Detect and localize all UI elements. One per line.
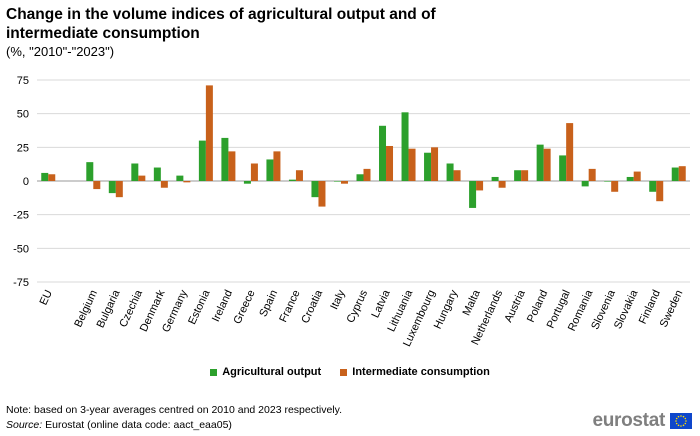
x-tick-label: Latvia (369, 287, 393, 319)
bar-agricultural-output (221, 137, 229, 181)
bar-intermediate-consumption (250, 163, 258, 181)
y-tick-label: 0 (23, 176, 29, 188)
x-tick-label: Poland (525, 288, 550, 324)
eurostat-logo: eurostat (592, 410, 692, 432)
bar-agricultural-output (424, 152, 432, 181)
bar-intermediate-consumption (588, 168, 596, 181)
x-tick-label: France (277, 288, 302, 324)
bar-agricultural-output (604, 181, 612, 182)
bar-agricultural-output (198, 140, 206, 181)
bar-intermediate-consumption (160, 181, 168, 188)
x-tick-label: Spain (257, 288, 280, 319)
bar-intermediate-consumption (273, 151, 281, 181)
source-line: Source: Eurostat (online data code: aact… (6, 419, 232, 431)
bar-agricultural-output (288, 179, 296, 181)
bar-agricultural-output (379, 125, 387, 181)
bar-agricultural-output (153, 167, 161, 181)
logo-text: eurostat (592, 410, 665, 431)
bar-intermediate-consumption (386, 145, 394, 181)
bar-intermediate-consumption (228, 151, 236, 181)
x-tick-label: EU (38, 288, 55, 307)
bar-intermediate-consumption (295, 170, 303, 181)
bar-intermediate-consumption (138, 175, 146, 181)
bar-agricultural-output (491, 176, 499, 181)
legend-swatch (340, 368, 348, 376)
bar-intermediate-consumption (543, 148, 551, 181)
y-tick-label: -25 (13, 210, 29, 222)
y-tick-label: 75 (17, 75, 29, 87)
legend-label: Agricultural output (222, 366, 322, 378)
bar-agricultural-output (266, 159, 274, 181)
bar-agricultural-output (469, 181, 477, 208)
bar-agricultural-output (131, 163, 139, 181)
y-tick-label: 50 (17, 109, 29, 121)
y-tick-label: -75 (13, 277, 29, 289)
bar-agricultural-output (671, 167, 679, 181)
bar-intermediate-consumption (115, 181, 123, 198)
bar-agricultural-output (514, 170, 522, 181)
x-tick-label: Malta (461, 287, 484, 317)
bar-intermediate-consumption (363, 168, 371, 181)
footnote: Note: based on 3-year averages centred o… (6, 404, 343, 416)
bar-intermediate-consumption (453, 170, 461, 181)
bar-agricultural-output (581, 181, 589, 187)
bar-agricultural-output (356, 174, 364, 181)
bar-agricultural-output (41, 172, 49, 181)
bar-intermediate-consumption (498, 181, 506, 188)
bar-agricultural-output (86, 162, 94, 181)
x-tick-label: Ireland (210, 288, 235, 324)
bar-agricultural-output (176, 175, 184, 181)
legend-item-agricultural-output: Agricultural output (210, 366, 321, 378)
legend-label: Intermediate consumption (352, 366, 490, 378)
bar-intermediate-consumption (476, 181, 484, 191)
legend-item-intermediate-consumption: Intermediate consumption (340, 366, 490, 378)
bar-intermediate-consumption (93, 181, 101, 190)
x-tick-label: Croatia (299, 287, 325, 325)
bar-agricultural-output (333, 181, 341, 182)
bar-agricultural-output (649, 181, 657, 192)
chart-title: Change in the volume indices of agricult… (6, 6, 436, 42)
x-tick-label: Cyprus (345, 288, 371, 325)
bar-intermediate-consumption (656, 181, 664, 202)
bar-agricultural-output (401, 112, 409, 181)
bar-intermediate-consumption (633, 171, 641, 181)
y-tick-label: -50 (13, 243, 29, 255)
bar-intermediate-consumption (340, 181, 348, 184)
bar-intermediate-consumption (678, 166, 686, 181)
bar-intermediate-consumption (566, 123, 574, 181)
bar-agricultural-output (536, 144, 544, 181)
bar-agricultural-output (446, 163, 454, 181)
bar-agricultural-output (626, 176, 634, 181)
chart-subtitle: (%, "2010"-"2023") (6, 44, 115, 59)
bar-agricultural-output (559, 155, 567, 181)
eu-flag-icon (670, 413, 692, 429)
x-tick-label: Estonia (186, 287, 213, 326)
bar-agricultural-output (108, 181, 116, 194)
bar-intermediate-consumption (431, 147, 439, 181)
bar-intermediate-consumption (611, 181, 619, 192)
bar-intermediate-consumption (48, 174, 56, 181)
bar-agricultural-output (243, 181, 251, 184)
bar-intermediate-consumption (408, 148, 416, 181)
source-label: Source: (6, 419, 43, 431)
bar-intermediate-consumption (183, 181, 191, 183)
legend: Agricultural output Intermediate consump… (0, 366, 700, 379)
bar-agricultural-output (311, 181, 319, 198)
legend-swatch (210, 368, 218, 376)
bar-intermediate-consumption (521, 170, 529, 181)
bar-intermediate-consumption (205, 85, 213, 181)
y-tick-label: 25 (17, 142, 29, 154)
x-tick-label: Greece (232, 288, 258, 326)
source-text: Eurostat (online data code: aact_eaa05) (42, 419, 232, 431)
x-tick-label: Italy (328, 288, 348, 312)
bar-intermediate-consumption (318, 181, 326, 207)
